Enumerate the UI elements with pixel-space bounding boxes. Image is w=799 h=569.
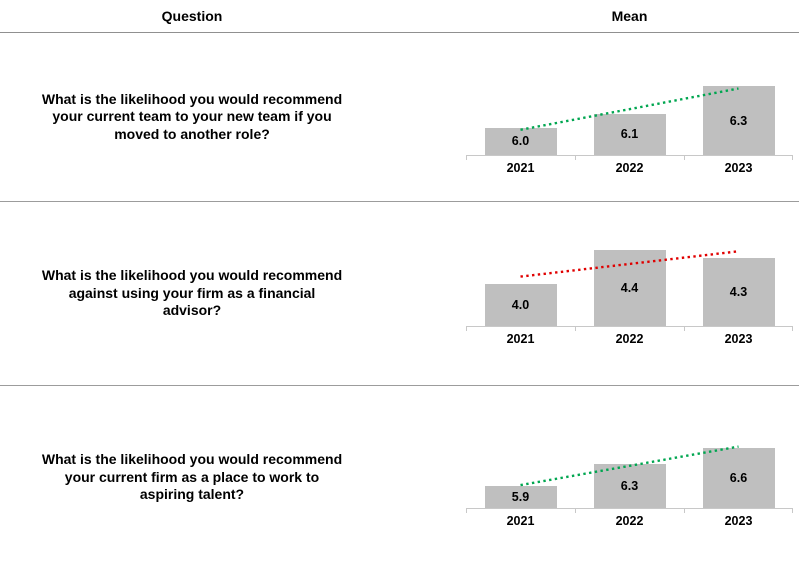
plot-area: 6.0 6.1 6.3: [466, 45, 793, 155]
question-text-3: What is the likelihood you would recomme…: [42, 451, 342, 504]
x-axis-labels: 2021 2022 2023: [466, 332, 793, 346]
x-axis: [466, 508, 793, 513]
chart-cell-2: 4.0 4.4 4.3 2021 2022 2023: [384, 202, 799, 385]
bar-value-label: 6.3: [620, 479, 639, 493]
axis-tick: [466, 327, 467, 331]
bar-value-label: 6.6: [729, 470, 748, 485]
mean-bar-chart-2: 4.0 4.4 4.3 2021 2022 2023: [466, 216, 793, 346]
x-axis-labels: 2021 2022 2023: [466, 514, 793, 528]
x-tick-label: 2023: [724, 514, 753, 528]
x-tick-label: 2021: [506, 514, 535, 528]
question-text-1: What is the likelihood you would recomme…: [42, 91, 342, 144]
question-cell-2: What is the likelihood you would recomme…: [0, 202, 384, 385]
bar-value-label: 6.1: [620, 127, 639, 142]
axis-tick: [684, 156, 685, 160]
x-tick-label: 2023: [724, 161, 753, 175]
x-axis-labels: 2021 2022 2023: [466, 161, 793, 175]
plot-area: 5.9 6.3 6.6: [466, 398, 793, 508]
mean-column-header: Mean: [611, 8, 648, 24]
x-tick-label: 2022: [615, 514, 644, 528]
bar-2021: 6.0: [484, 127, 557, 155]
question-text-2: What is the likelihood you would recomme…: [42, 267, 342, 320]
x-axis: [466, 326, 793, 331]
axis-tick: [684, 327, 685, 331]
question-line: aspiring talent?: [139, 486, 245, 503]
mean-bar-chart-3: 5.9 6.3 6.6 2021 2022 2023: [466, 398, 793, 528]
axis-tick: [575, 509, 576, 513]
axis-tick: [792, 327, 793, 331]
chart-cell-3: 5.9 6.3 6.6 2021 2022 2023: [384, 386, 799, 569]
bar-value-label: 4.3: [729, 285, 748, 300]
axis-tick: [792, 156, 793, 160]
axis-tick: [575, 327, 576, 331]
bar-2021: 5.9: [484, 486, 557, 508]
survey-row-1: What is the likelihood you would recomme…: [0, 33, 799, 201]
survey-row-3: What is the likelihood you would recomme…: [0, 385, 799, 569]
axis-tick: [575, 156, 576, 160]
bar-2022: 4.4: [593, 249, 666, 326]
bar-value-label: 4.4: [620, 280, 639, 295]
survey-row-2: What is the likelihood you would recomme…: [0, 201, 799, 385]
bar-2023: 4.3: [702, 258, 775, 326]
question-line: advisor?: [162, 302, 222, 319]
x-tick-label: 2022: [615, 161, 644, 175]
x-tick-label: 2021: [506, 161, 535, 175]
x-axis: [466, 155, 793, 160]
axis-tick: [466, 156, 467, 160]
bar-2023: 6.6: [702, 447, 775, 508]
question-line: What is the likelihood you would recomme…: [41, 90, 343, 107]
bar-2021: 4.0: [484, 283, 557, 326]
axis-tick: [792, 509, 793, 513]
x-tick-label: 2022: [615, 332, 644, 346]
question-line: What is the likelihood you would recomme…: [41, 267, 343, 284]
plot-area: 4.0 4.4 4.3: [466, 216, 793, 326]
axis-tick: [684, 509, 685, 513]
bar-value-label: 4.0: [511, 297, 530, 312]
bar-2023: 6.3: [702, 86, 775, 155]
question-line: What is the likelihood you would recomme…: [41, 451, 343, 468]
axis-tick: [466, 509, 467, 513]
bar-value-label: 5.9: [511, 490, 530, 504]
survey-mean-report: Question Mean What is the likelihood you…: [0, 0, 799, 528]
x-tick-label: 2023: [724, 332, 753, 346]
question-line: your current firm as a place to work to: [64, 468, 320, 485]
chart-cell-1: 6.0 6.1 6.3 2021 2022 2023: [384, 33, 799, 201]
question-line: your current team to your new team if yo…: [52, 108, 332, 125]
bar-2022: 6.3: [593, 464, 666, 508]
table-header: Question Mean: [0, 0, 799, 33]
question-column-header: Question: [161, 8, 223, 24]
bar-2022: 6.1: [593, 113, 666, 155]
question-cell-1: What is the likelihood you would recomme…: [0, 33, 384, 201]
bar-value-label: 6.3: [729, 113, 748, 128]
x-tick-label: 2021: [506, 332, 535, 346]
question-line: moved to another role?: [114, 125, 270, 142]
bar-value-label: 6.0: [511, 134, 530, 149]
mean-bar-chart-1: 6.0 6.1 6.3 2021 2022 2023: [466, 45, 793, 175]
question-cell-3: What is the likelihood you would recomme…: [0, 386, 384, 569]
question-line: against using your firm as a financial: [68, 284, 316, 301]
